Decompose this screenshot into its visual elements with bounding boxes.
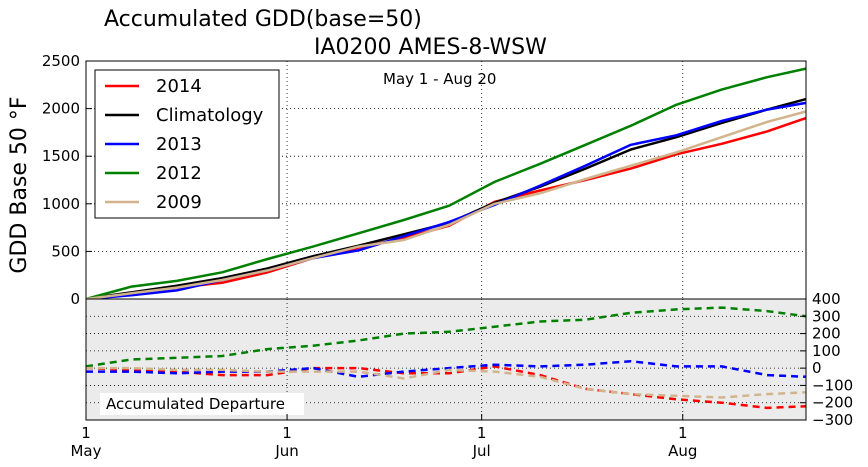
x-tick-day-label: 1: [678, 424, 688, 442]
top-y-tick-label: 1500: [42, 147, 80, 165]
bottom-y-tick-label: −100: [812, 376, 853, 394]
departure-line-2009: [86, 366, 807, 399]
chart-title: Accumulated GDD(base=50): [104, 7, 422, 32]
x-tick-month-label: May: [70, 442, 101, 460]
series-line-2012: [85, 67, 807, 301]
x-tick-month-label: Jun: [274, 442, 298, 460]
bottom-y-tick-label: 100: [812, 342, 841, 360]
legend-label: Climatology: [156, 105, 264, 126]
departure-line-2012: [85, 306, 807, 368]
legend-label: 2014: [156, 76, 202, 97]
legend-label: 2013: [156, 134, 202, 155]
x-tick-day-label: 1: [81, 424, 91, 442]
top-y-tick-label: 2000: [42, 100, 80, 118]
bottom-y-tick-label: 0: [812, 359, 822, 377]
bottom-y-tick-label: 300: [812, 307, 841, 325]
y-axis-label: GDD Base 50 °F: [7, 96, 32, 273]
top-y-tick-label: 1000: [42, 195, 80, 213]
x-tick-day-label: 1: [282, 424, 292, 442]
bottom-y-tick-label: −200: [812, 394, 853, 412]
departure-line-2014: [85, 365, 807, 410]
bottom-plot-frame: [85, 298, 807, 421]
departure-label-box: [100, 393, 304, 415]
departure-label: Accumulated Departure: [106, 395, 285, 413]
x-tick-month-label: Aug: [668, 442, 697, 460]
top-series-lines: [85, 67, 807, 301]
bottom-y-tick-label: 200: [812, 325, 841, 343]
bottom-y-tick-label: 400: [812, 290, 841, 308]
bottom-series-lines: [85, 306, 807, 410]
chart-subtitle: IA0200 AMES-8-WSW: [314, 35, 547, 60]
top-y-tick-label: 0: [70, 290, 80, 308]
top-y-tick-label: 500: [51, 242, 80, 260]
legend-label: 2012: [156, 163, 202, 184]
legend-label: 2009: [156, 192, 202, 213]
bottom-y-tick-label: −300: [812, 411, 853, 429]
x-tick-month-label: Jul: [472, 442, 491, 460]
departure-line-2013: [86, 359, 807, 379]
series-line-2009: [85, 110, 807, 301]
top-annotation: May 1 - Aug 20: [383, 70, 496, 88]
top-y-axis: 0 500 1000 1500 2000 2500: [42, 52, 92, 308]
legend: 2014 Climatology 2013 2012 2009: [94, 69, 280, 219]
x-tick-day-label: 1: [477, 424, 487, 442]
top-y-tick-label: 2500: [42, 52, 80, 70]
